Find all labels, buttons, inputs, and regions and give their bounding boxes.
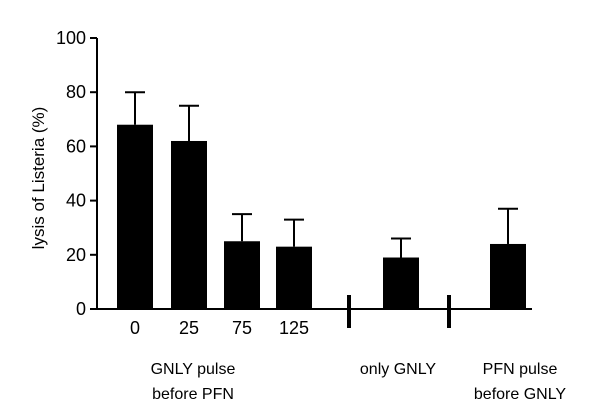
x-tick-label: 25 — [179, 318, 199, 338]
y-tick-label: 40 — [66, 191, 86, 211]
bar — [171, 140, 207, 309]
bar — [117, 124, 153, 309]
bars — [117, 91, 526, 309]
y-tick-label: 0 — [76, 299, 86, 319]
group-label-1-line-1: GNLY pulse — [151, 361, 236, 378]
bar — [490, 243, 526, 309]
group-label-1-line-2: before PFN — [152, 386, 234, 403]
x-tick-label: 75 — [232, 318, 252, 338]
x-tick-labels: 0 25 75 125 — [130, 318, 309, 338]
bar — [276, 246, 312, 309]
y-tick-label: 20 — [66, 245, 86, 265]
group-label-3-line-2: before GNLY — [474, 386, 567, 403]
y-tick-label: 80 — [66, 82, 86, 102]
x-tick-label: 125 — [279, 318, 309, 338]
x-tick-label: 0 — [130, 318, 140, 338]
y-axis-label: lysis of Listeria (%) — [29, 107, 48, 250]
bar — [383, 257, 419, 309]
bar — [224, 241, 260, 309]
group-label-3-line-1: PFN pulse — [483, 361, 558, 378]
y-tick-label: 60 — [66, 136, 86, 156]
y-tick-label: 100 — [56, 28, 86, 48]
group-label-2: only GNLY — [360, 361, 437, 378]
